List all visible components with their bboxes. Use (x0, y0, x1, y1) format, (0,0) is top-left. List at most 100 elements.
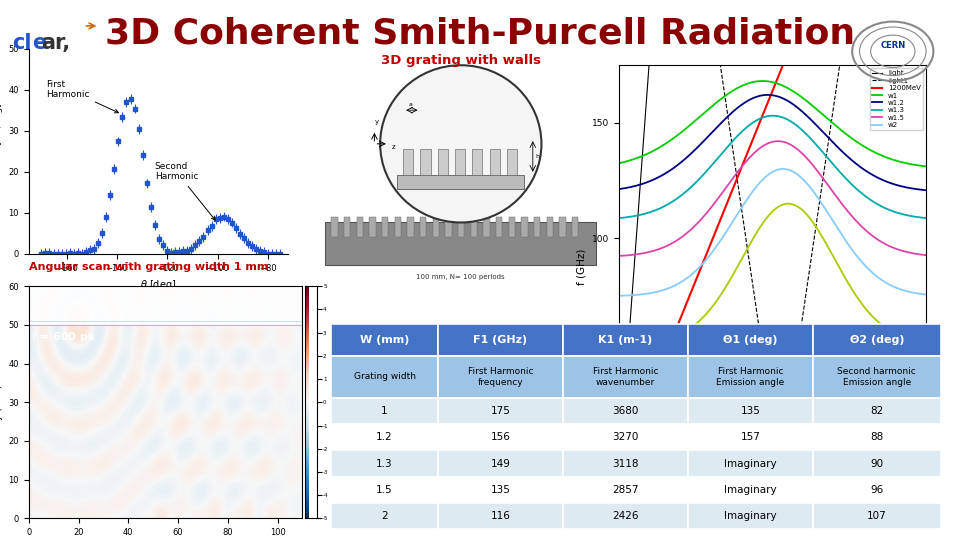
Bar (403, 150, 413, 175)
Bar (534, 217, 540, 237)
Text: a: a (409, 102, 413, 107)
w1 (756, 78, 768, 84)
w2 (780, 166, 792, 172)
w2 (761, 172, 773, 179)
Text: Imaginary: Imaginary (724, 511, 777, 521)
Bar (433, 217, 439, 237)
Bar (382, 217, 388, 237)
Line: w2: w2 (619, 169, 926, 296)
Text: First Harmonic
frequency: First Harmonic frequency (468, 367, 533, 387)
Bar (395, 217, 401, 237)
Bar (687, 503, 813, 529)
w1.5 (914, 251, 925, 258)
w2 (778, 166, 789, 172)
Line: light: light (619, 0, 926, 470)
Bar (563, 324, 687, 356)
Text: 3D Coherent Smith-Purcell Radiation: 3D Coherent Smith-Purcell Radiation (105, 16, 855, 50)
Text: 135: 135 (491, 485, 511, 495)
w1.5 (613, 253, 625, 259)
Bar (331, 398, 438, 424)
1200MeV (759, 106, 771, 112)
w1.3 (866, 198, 877, 204)
Bar (420, 217, 426, 237)
Text: 2: 2 (381, 511, 388, 521)
Line: w1.2: w1.2 (619, 95, 926, 190)
1200MeV (613, 467, 625, 473)
Circle shape (380, 65, 541, 222)
w1.2 (613, 186, 625, 192)
Text: Second harmonic
Emission angle: Second harmonic Emission angle (837, 367, 916, 387)
light1 (759, 366, 771, 372)
Bar (813, 503, 941, 529)
Bar (563, 503, 687, 529)
Text: cl: cl (12, 33, 32, 53)
Bar (438, 324, 563, 356)
Line: w1.5: w1.5 (619, 141, 926, 256)
w1.2 (866, 171, 877, 178)
Line: 1200MeV: 1200MeV (619, 0, 926, 470)
w1.2 (914, 186, 925, 193)
w2 (914, 291, 925, 297)
Text: Imaginary: Imaginary (724, 458, 777, 469)
Bar (813, 398, 941, 424)
Text: 3D grating with walls: 3D grating with walls (381, 54, 540, 67)
w1.3 (914, 214, 925, 221)
Bar (687, 324, 813, 356)
w1 (797, 94, 808, 101)
w1.3 (767, 112, 779, 119)
light1 (797, 313, 808, 320)
Text: $t$ = 600 ps: $t$ = 600 ps (32, 330, 96, 345)
Bar (438, 398, 563, 424)
light1 (774, 465, 785, 472)
Line: w1.3: w1.3 (619, 116, 926, 218)
w1.3 (613, 215, 625, 221)
Text: 82: 82 (870, 406, 883, 416)
Bar (472, 150, 482, 175)
w1 (866, 147, 877, 154)
1200MeV (796, 15, 807, 21)
Text: First Harmonic
wavenumber: First Harmonic wavenumber (592, 367, 659, 387)
Bar (331, 356, 438, 398)
Text: Second
Harmonic: Second Harmonic (155, 162, 215, 220)
w1.2 (759, 92, 771, 98)
w1.3 (797, 127, 808, 134)
w1.5 (780, 139, 792, 146)
Legend: light, light1, 1200MeV, w1, w1.2, w1.3, w1.5, w2: light, light1, 1200MeV, w1, w1.2, w1.3, … (870, 68, 923, 130)
Text: 1.2: 1.2 (376, 433, 393, 442)
Bar (438, 450, 563, 477)
Text: 157: 157 (740, 433, 760, 442)
Text: 90: 90 (870, 458, 883, 469)
w2 (759, 174, 771, 180)
light1 (780, 426, 792, 432)
w1 (780, 84, 792, 90)
Bar (331, 424, 438, 450)
Bar (325, 222, 596, 265)
Bar (813, 324, 941, 356)
Text: 116: 116 (491, 511, 511, 521)
Bar (438, 356, 563, 398)
Text: Grating width: Grating width (353, 373, 416, 381)
Text: 3680: 3680 (612, 406, 638, 416)
Text: F1 (GHz): F1 (GHz) (473, 335, 527, 345)
w1 (613, 160, 625, 166)
1200MeV (761, 102, 773, 108)
1200MeV (780, 56, 791, 62)
w1.3 (761, 113, 773, 119)
Text: 107: 107 (867, 511, 887, 521)
Text: 135: 135 (740, 406, 760, 416)
Text: 156: 156 (491, 433, 511, 442)
Bar (509, 217, 515, 237)
Bar (496, 217, 502, 237)
Bar (407, 217, 414, 237)
Text: Angular scan with grating width 1 mm: Angular scan with grating width 1 mm (29, 262, 268, 272)
Y-axis label: y (mm): y (mm) (0, 384, 3, 420)
Bar (507, 150, 516, 175)
Text: 1.5: 1.5 (376, 485, 393, 495)
Bar (420, 150, 430, 175)
w2 (866, 269, 877, 275)
Bar (813, 356, 941, 398)
Bar (560, 217, 565, 237)
w1.2 (780, 97, 792, 103)
Text: 149: 149 (491, 458, 511, 469)
Text: z: z (392, 145, 396, 151)
